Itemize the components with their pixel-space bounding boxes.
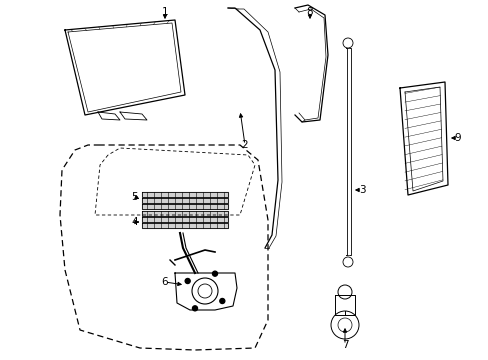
Circle shape bbox=[212, 271, 217, 276]
Text: 6: 6 bbox=[162, 277, 168, 287]
Text: 8: 8 bbox=[306, 7, 313, 17]
Text: 9: 9 bbox=[454, 133, 460, 143]
Text: 2: 2 bbox=[241, 140, 248, 150]
Text: 5: 5 bbox=[131, 192, 138, 202]
Text: 3: 3 bbox=[358, 185, 365, 195]
Circle shape bbox=[185, 279, 190, 284]
Text: 7: 7 bbox=[341, 340, 347, 350]
Circle shape bbox=[220, 298, 224, 303]
Circle shape bbox=[192, 306, 197, 311]
Text: 1: 1 bbox=[162, 7, 168, 17]
Text: 4: 4 bbox=[131, 217, 138, 227]
